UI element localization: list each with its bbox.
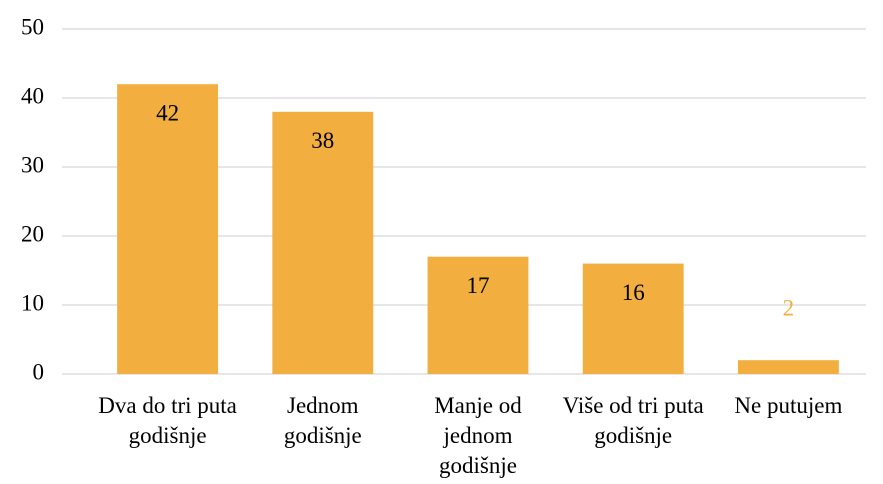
data-label: 42 (156, 100, 179, 125)
data-label: 16 (622, 280, 645, 305)
bar (427, 256, 529, 374)
y-tick-label: 30 (21, 152, 44, 177)
x-tick-label: Ne putujem (734, 393, 843, 418)
y-tick-label: 10 (21, 290, 44, 315)
x-tick-label: Manje od jednom godišnje (434, 393, 522, 478)
bar (117, 84, 219, 374)
y-tick-label: 40 (21, 83, 44, 108)
x-tick-label: Više od tri puta godišnje (562, 393, 704, 448)
bar (582, 263, 684, 374)
bar (272, 111, 374, 375)
x-tick-label: Jednom godišnje (283, 393, 362, 448)
y-tick-label: 20 (21, 221, 44, 246)
data-label: 38 (311, 128, 334, 153)
y-tick-label: 50 (21, 14, 44, 39)
bar (737, 360, 839, 374)
y-tick-label: 0 (33, 359, 45, 384)
data-label: 2 (783, 295, 795, 320)
x-tick-label: Dva do tri puta godišnje (98, 393, 237, 448)
data-label: 17 (467, 273, 490, 298)
